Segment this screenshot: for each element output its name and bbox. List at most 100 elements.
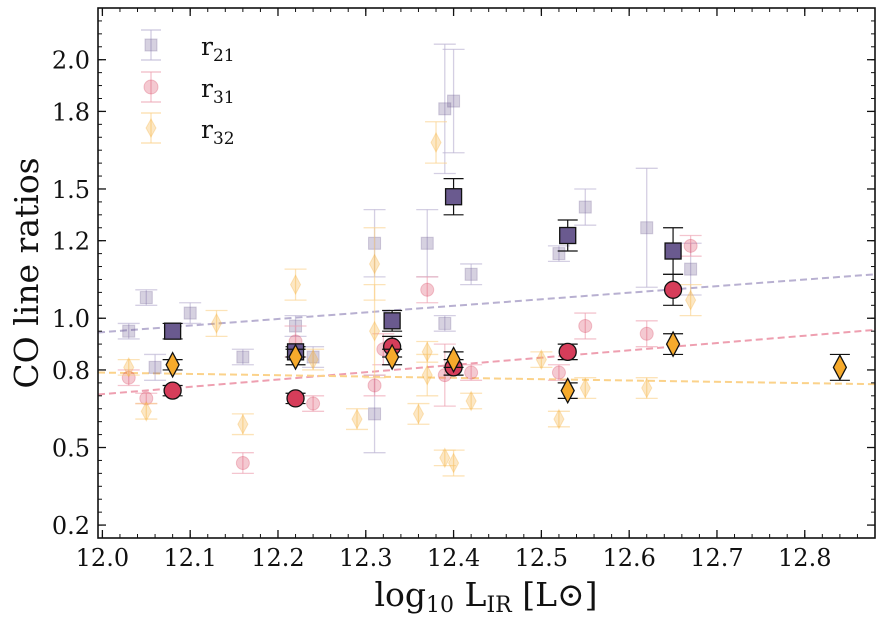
r32-point bbox=[579, 377, 591, 399]
r21-point bbox=[236, 350, 250, 364]
r21-point bbox=[438, 316, 452, 330]
legend-marker-square bbox=[144, 38, 158, 52]
fit-line-r32 bbox=[97, 371, 876, 386]
y-tick-label: 1.5 bbox=[52, 176, 90, 204]
r32-point bbox=[535, 349, 547, 371]
r32-point bbox=[412, 403, 425, 425]
legend-entry-r32: r32 bbox=[141, 112, 235, 149]
legend-marker-circle bbox=[143, 79, 159, 95]
r31-point bbox=[551, 365, 566, 380]
r21-mean-point bbox=[444, 188, 463, 206]
x-tick-label: 12.6 bbox=[602, 544, 655, 572]
legend-entry-r21: r21 bbox=[141, 29, 235, 66]
r31-point bbox=[235, 456, 250, 471]
y-tick-label: 0.8 bbox=[52, 357, 90, 385]
r31-mean-point bbox=[558, 342, 577, 362]
r31-mean-point bbox=[663, 280, 683, 299]
y-tick-label: 0.5 bbox=[52, 435, 90, 463]
r32-point bbox=[641, 377, 653, 399]
r32-point bbox=[237, 413, 249, 435]
r21-point bbox=[420, 236, 434, 250]
individual-points bbox=[117, 43, 702, 477]
r32-mean-point bbox=[165, 351, 180, 379]
r32-point bbox=[351, 408, 363, 430]
r21-point bbox=[552, 247, 566, 261]
r32-point bbox=[465, 390, 477, 412]
mean-points bbox=[162, 178, 850, 408]
r32-point bbox=[553, 408, 565, 430]
r32-point bbox=[368, 253, 381, 275]
r21-point bbox=[464, 267, 478, 281]
r32-point bbox=[439, 447, 451, 469]
r21-mean-point bbox=[163, 322, 182, 340]
fit-line-r21 bbox=[97, 273, 876, 334]
x-tick-label: 12.0 bbox=[76, 544, 129, 572]
r21-point bbox=[438, 102, 452, 116]
x-tick-label: 12.2 bbox=[251, 544, 304, 572]
r31-point bbox=[683, 238, 698, 253]
r31-point bbox=[306, 396, 321, 411]
fit-line-r31 bbox=[97, 328, 876, 396]
fit-lines bbox=[97, 273, 876, 396]
r32-point bbox=[289, 274, 302, 296]
x-tick-label: 12.7 bbox=[690, 544, 743, 572]
tick-labels: 12.0 12.1 12.2 12.3 12.4 12.5 12.6 12.7 12.8 0.2 0… bbox=[52, 47, 832, 572]
legend-label-r21: r21 bbox=[201, 32, 235, 66]
y-axis-label: CO line ratios bbox=[7, 157, 46, 388]
x-tick-label: 12.1 bbox=[163, 544, 216, 572]
r32-point bbox=[307, 349, 319, 371]
r32-point bbox=[421, 341, 433, 363]
r21-point bbox=[368, 407, 382, 421]
x-tick-label: 12.4 bbox=[427, 544, 480, 572]
legend-label-r32: r32 bbox=[201, 115, 235, 149]
plot-frame bbox=[97, 7, 876, 539]
y-tick-label: 1.2 bbox=[52, 228, 90, 256]
r32-point bbox=[685, 289, 697, 311]
r21-point bbox=[684, 262, 698, 276]
r32-point bbox=[123, 356, 135, 378]
r21-point bbox=[640, 221, 654, 235]
r21-mean-point bbox=[664, 242, 682, 260]
r32-point bbox=[140, 400, 152, 422]
r21-mean-point bbox=[383, 312, 401, 330]
r21-point bbox=[578, 200, 592, 214]
r32-point bbox=[210, 312, 223, 334]
r21-mean-point bbox=[559, 226, 577, 245]
r32-mean-point bbox=[446, 346, 461, 374]
r32-mean-point bbox=[665, 330, 681, 358]
r32-mean-point bbox=[288, 343, 303, 371]
r32-mean-point bbox=[560, 377, 575, 405]
y-tick-label: 2.0 bbox=[52, 47, 90, 75]
r32-mean-point bbox=[832, 353, 848, 381]
r32-point bbox=[430, 131, 442, 153]
r21-point bbox=[183, 306, 197, 320]
r31-point bbox=[464, 365, 479, 380]
y-tick-label: 1.0 bbox=[52, 305, 90, 333]
r31-point bbox=[639, 326, 654, 341]
r31-point bbox=[420, 282, 435, 297]
r31-point bbox=[367, 378, 382, 393]
y-tick-label: 0.2 bbox=[52, 512, 90, 540]
r32-point bbox=[368, 320, 381, 342]
r21-point bbox=[139, 291, 153, 305]
x-tick-label: 12.5 bbox=[515, 544, 568, 572]
x-tick-label: 12.3 bbox=[339, 544, 392, 572]
r32-point bbox=[421, 364, 433, 386]
legend: r21 r31 r32 bbox=[141, 29, 235, 149]
r31-mean-point bbox=[286, 389, 305, 408]
x-axis-label: log10 LIR [L⊙] bbox=[374, 575, 597, 618]
r31-mean-point bbox=[163, 381, 182, 400]
y-tick-label: 1.8 bbox=[52, 98, 90, 126]
r31-point bbox=[578, 319, 593, 333]
r32-point bbox=[447, 452, 460, 474]
legend-entry-r31: r31 bbox=[141, 71, 235, 108]
legend-label-r31: r31 bbox=[201, 74, 235, 108]
r21-point bbox=[148, 360, 162, 374]
legend-marker-diamond bbox=[145, 117, 157, 139]
r21-point bbox=[122, 324, 136, 338]
x-tick-label: 12.8 bbox=[778, 544, 831, 572]
r32-mean-point bbox=[384, 343, 400, 371]
r21-point bbox=[447, 94, 461, 108]
